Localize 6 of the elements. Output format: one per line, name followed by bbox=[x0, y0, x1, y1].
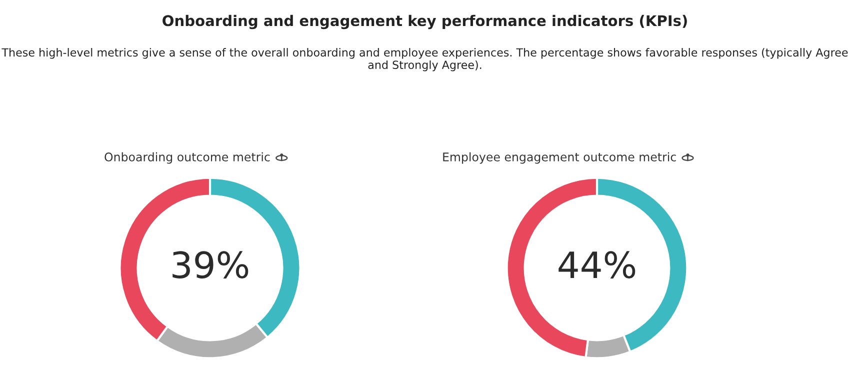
text: These high-level metrics give a sense of the overall onboarding and employee experiences. The percentage shows favorable responses (typically Agree and Strongly Agree). bbox=[2, 48, 848, 72]
text: Onboarding and engagement key performance indicators (KPIs) bbox=[162, 14, 687, 30]
data-label: 44% bbox=[558, 251, 636, 278]
chart-title: Employee engagement outcome metric bbox=[443, 152, 676, 164]
chart-title: Onboarding outcome metric bbox=[104, 152, 270, 164]
data-label: 39% bbox=[172, 251, 248, 278]
